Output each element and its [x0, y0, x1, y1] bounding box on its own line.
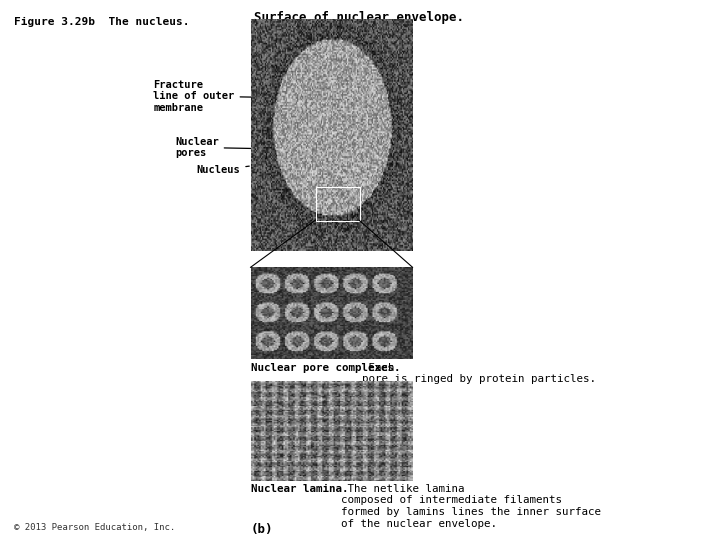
- Text: (b): (b): [251, 523, 273, 536]
- Text: Figure 3.29b  The nucleus.: Figure 3.29b The nucleus.: [14, 17, 190, 28]
- Bar: [316, 187, 359, 221]
- Text: Nuclear
pores: Nuclear pores: [175, 137, 251, 158]
- Text: © 2013 Pearson Education, Inc.: © 2013 Pearson Education, Inc.: [14, 523, 176, 532]
- Text: Nuclear pore complexes.: Nuclear pore complexes.: [251, 363, 400, 373]
- Text: The netlike lamina
composed of intermediate filaments
formed by lamins lines the: The netlike lamina composed of intermedi…: [341, 484, 600, 529]
- Text: Surface of nuclear envelope.: Surface of nuclear envelope.: [254, 11, 464, 24]
- Text: Nuclear lamina.: Nuclear lamina.: [251, 484, 348, 494]
- Text: Fracture
line of outer
membrane: Fracture line of outer membrane: [153, 79, 255, 113]
- Text: Each
pore is ringed by protein particles.: Each pore is ringed by protein particles…: [362, 363, 596, 384]
- Text: Nucleus: Nucleus: [197, 165, 249, 175]
